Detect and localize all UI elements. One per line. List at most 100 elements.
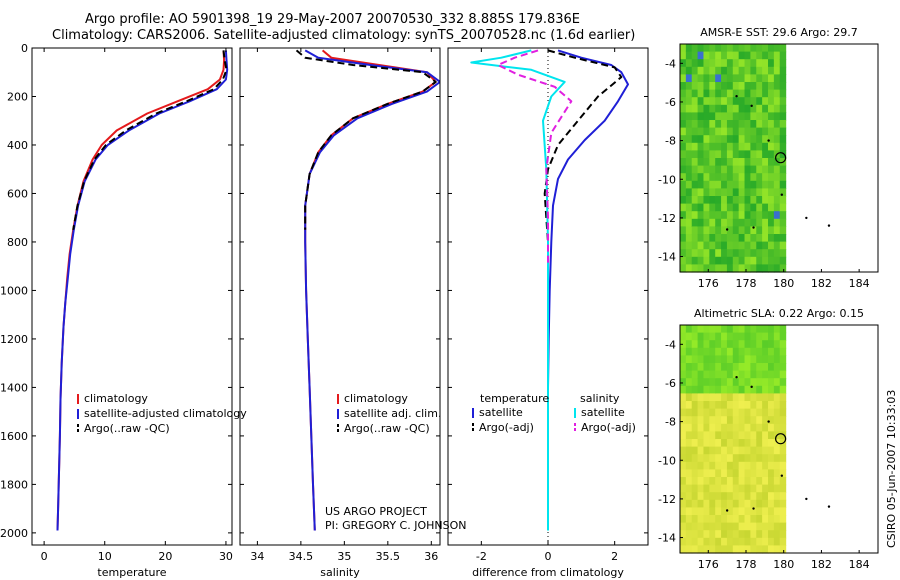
sst_map-cell: [773, 44, 781, 53]
sla_map-cell: [709, 393, 716, 402]
sst_map-cell: [715, 158, 722, 167]
sla_map-cell: [744, 347, 751, 356]
sla_map-cell: [685, 347, 693, 356]
sst_map-cell: [738, 82, 746, 91]
sst_map-cell: [756, 249, 763, 258]
sst_map-cell: [773, 188, 781, 197]
sst_map-cell: [680, 51, 687, 60]
sla_map-cell: [709, 408, 716, 417]
sst_map-cell: [721, 82, 728, 91]
sst_map-cell: [685, 165, 693, 174]
sst_map-cell: [779, 234, 787, 243]
sla_map-cell: [709, 530, 716, 539]
sst_map-cell: [726, 66, 734, 75]
sla_map-cell: [709, 423, 716, 432]
sla_map-cell: [762, 439, 769, 448]
difference-legend-temperature-label: satellite: [479, 406, 523, 419]
sla_map-cell: [756, 530, 763, 539]
sst_map-cell: [685, 256, 693, 265]
sst_map-cell: [768, 51, 775, 60]
sst_map-cell: [715, 97, 722, 106]
sla_map-cell: [744, 446, 751, 455]
sla_map-cell: [715, 363, 722, 372]
sst_map-cell: [715, 74, 722, 83]
sla_map-cell: [680, 469, 687, 478]
sla_map-cell: [680, 446, 687, 455]
sla_map-cell: [762, 477, 769, 486]
sst_map-cell: [680, 211, 687, 220]
sst_map-cell: [709, 44, 716, 53]
sla_map-cell: [709, 370, 716, 379]
sst_map-cell: [697, 256, 705, 265]
sst_map-cell: [738, 89, 746, 98]
sst_map-cell: [768, 74, 775, 83]
sla_map-cell: [685, 492, 693, 501]
sst_map-cell: [680, 97, 687, 106]
sst_map-cell: [715, 112, 722, 121]
sla_map-cell: [779, 477, 787, 486]
sla_map-cell: [756, 408, 763, 417]
salinity_profile-xtick-label: 34.5: [289, 550, 314, 563]
sla_map-cell: [744, 401, 751, 410]
sst_map-cell: [779, 104, 787, 113]
sla_map-cell: [697, 461, 705, 470]
timestamp-stamp: CSIRO 05-Jun-2007 10:33:03: [885, 389, 898, 548]
sla_map-cell: [750, 431, 757, 440]
sla_map-island-dot: [780, 474, 784, 477]
sst_map-cell: [703, 211, 710, 220]
sla_map-cell: [721, 515, 728, 524]
sst_map-cell: [709, 173, 716, 182]
sla_map-cell: [738, 522, 746, 531]
sst_map-cell: [703, 127, 710, 136]
sla_map-cell: [768, 332, 775, 341]
sst_map-cell: [715, 218, 722, 227]
sla_map-cell: [744, 492, 751, 501]
temperature_profile-ytick-label: 200: [7, 90, 28, 103]
temperature-legend-label: climatology: [84, 392, 148, 405]
sla_map-island-dot: [805, 497, 808, 501]
sla_map-cell: [726, 332, 734, 341]
sla_map-cell: [773, 477, 781, 486]
sst_map-cell: [732, 59, 740, 68]
sst_map-cell: [726, 203, 734, 212]
sst_map-cell: [726, 74, 734, 83]
sla_map-cell: [779, 461, 787, 470]
sst_map-cell: [715, 127, 722, 136]
sla_map-cell: [732, 446, 740, 455]
sst_map-cell: [691, 104, 699, 113]
sla_map-cell: [744, 530, 751, 539]
sst_map-cell: [709, 97, 716, 106]
sla_map-cell: [756, 385, 763, 394]
sst_map-cell: [750, 89, 757, 98]
sst_map-cell: [756, 82, 763, 91]
sla_map-cell: [685, 537, 693, 546]
sla_map-cell: [680, 484, 687, 493]
sst_map-cell: [691, 226, 699, 235]
sla_map-cell: [779, 484, 787, 493]
sla_map-cell: [721, 461, 728, 470]
sla_map-cell: [744, 477, 751, 486]
sst_map-cell: [762, 249, 769, 258]
sst_map-cell: [721, 226, 728, 235]
sla_map-cell: [762, 431, 769, 440]
sst_map-cell: [726, 241, 734, 250]
sst_map-cell: [756, 89, 763, 98]
sla_map-cell: [685, 378, 693, 387]
sla_map-cell: [732, 401, 740, 410]
salinity-legend-label: climatology: [344, 392, 408, 405]
sst_map-cell: [732, 256, 740, 265]
salinity_profile-series-satellite-adj-clim--line: [304, 49, 440, 531]
sla_map-cell: [680, 454, 687, 463]
sla_map-ytick-label: -10: [658, 454, 676, 467]
sla_map-cell: [691, 385, 699, 394]
sst_map-cell: [762, 158, 769, 167]
salinity-legend-label: satellite adj. clim.: [344, 407, 441, 420]
sla_map-cell: [750, 385, 757, 394]
sla_map-cell: [691, 423, 699, 432]
sla_map-cell: [709, 385, 716, 394]
sst_map-cell: [685, 74, 693, 83]
sst_map-cell: [744, 51, 751, 60]
sst_map-cell: [721, 104, 728, 113]
sst_map-cell: [756, 150, 763, 159]
sla_map-cell: [779, 347, 787, 356]
